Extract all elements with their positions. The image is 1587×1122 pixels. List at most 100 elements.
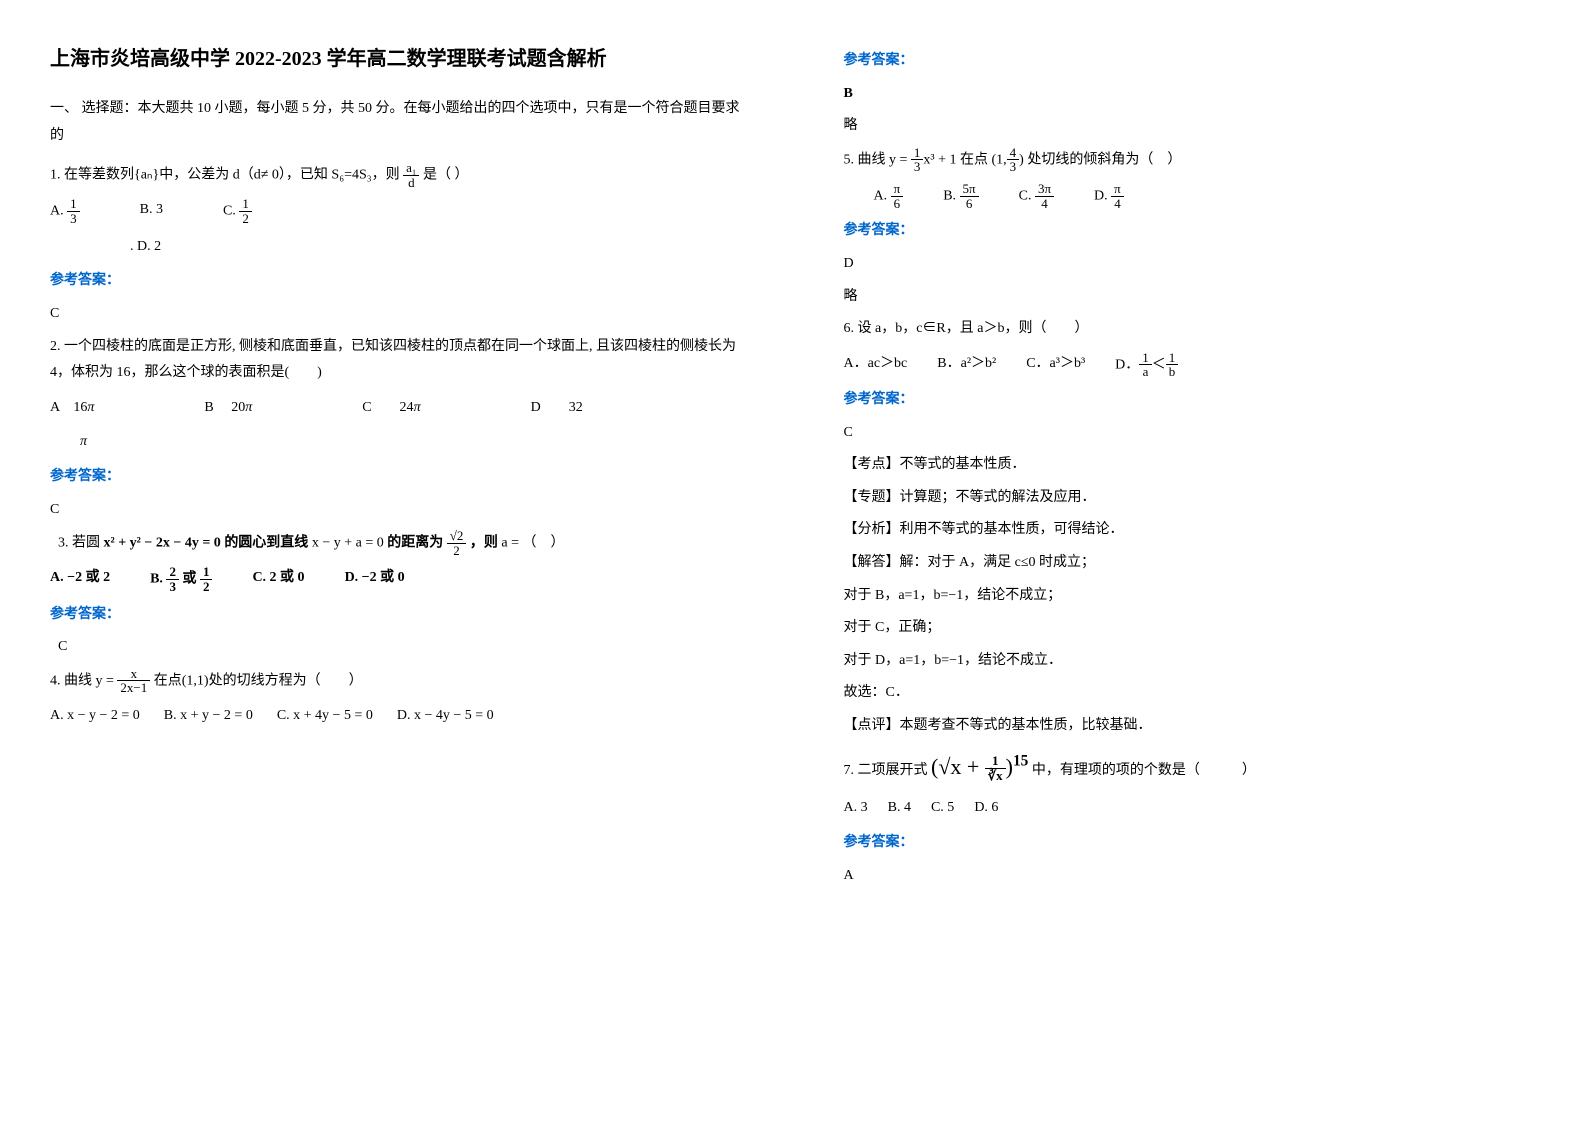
q2-opt-d: D 32 — [531, 395, 583, 422]
q7-opt-b: B. 4 — [888, 795, 911, 822]
q6-e1: 【考点】不等式的基本性质． — [844, 452, 1538, 479]
q1-opt-d: . D. 2 — [50, 234, 744, 261]
q1-a-label: A. — [50, 204, 64, 219]
q5-pta: (1, — [992, 152, 1007, 167]
q3-opt-a: A. −2 或 2 — [50, 565, 110, 593]
q1-text-c: 是（ ） — [423, 168, 469, 183]
q5-opt-d: D. π4 — [1094, 182, 1124, 210]
q3-b-mid: 或 — [182, 572, 196, 587]
q5-b: 在点 — [960, 152, 988, 167]
q4-ans: B — [844, 81, 1538, 108]
q1-stem: 1. 在等差数列{aₙ}中，公差为 d（d≠ 0），已知 S₆=4S₃，则 a₁… — [50, 161, 744, 189]
q2-options: A 16π B 20π C 24 π D 32 — [50, 395, 744, 422]
q6-d-lt: ＜ — [1152, 357, 1166, 372]
q5-stem: 5. 曲线 y = 13x³ + 1 在点 (1,43) 处切线的倾斜角为（ ） — [844, 146, 1538, 174]
q2-stem: 2. 一个四棱柱的底面是正方形, 侧棱和底面垂直，已知该四棱柱的顶点都在同一个球… — [50, 334, 744, 387]
q2-d-txt: D 32 — [531, 400, 583, 415]
q6-ans: C — [844, 420, 1538, 447]
q3-ans: C — [50, 634, 744, 661]
q3-opt-d: D. −2 或 0 — [345, 565, 405, 593]
q5-b-d: 6 — [960, 197, 979, 211]
q5-b-l: B. — [943, 188, 956, 203]
q2-b-txt: B 20 — [204, 400, 245, 415]
q1-ans: C — [50, 301, 744, 328]
q5-a: 5. 曲线 — [844, 152, 890, 167]
q7-f: 1∛x — [985, 754, 1006, 782]
q5-d-n: π — [1111, 182, 1124, 197]
q6-e2: 【专题】计算题；不等式的解法及应用． — [844, 485, 1538, 512]
q1-c-den: 2 — [239, 212, 252, 226]
q1-frac: a₁d — [403, 161, 419, 189]
q1-neq: ≠ 0 — [261, 168, 279, 183]
q4-b: 在点 — [154, 673, 182, 688]
q2-b-pi: π — [245, 400, 252, 415]
right-column: 参考答案： B 略 5. 曲线 y = 13x³ + 1 在点 (1,43) 处… — [794, 0, 1587, 1122]
q2-opt-a: A 16π — [50, 395, 94, 422]
q5-d-l: D. — [1094, 188, 1108, 203]
q2-d-pi-line: π — [50, 429, 744, 456]
q6-ans-label: 参考答案： — [844, 387, 1538, 414]
q6-opt-c: C．a³＞b³ — [1026, 351, 1085, 379]
q3-b-n2: 1 — [200, 565, 213, 580]
q3-frac: √22 — [447, 529, 467, 557]
q3-f-num: √2 — [447, 529, 467, 544]
q6-e4: 【解答】解：对于 A，满足 c≤0 时成立； — [844, 550, 1538, 577]
q1-options: A. 13 B. 3 C. 12 — [50, 197, 744, 225]
q5-fd: 3 — [911, 160, 924, 174]
q1-opt-a: A. 13 — [50, 197, 80, 225]
q7-a: 7. 二项展开式 — [844, 763, 928, 778]
q6-d-n2: 1 — [1166, 351, 1179, 366]
q7-b: 中，有理项的项的个数是（ ） — [1032, 763, 1256, 778]
q6-e6: 对于 C，正确； — [844, 615, 1538, 642]
q5-c: 处切线的倾斜角为（ ） — [1027, 152, 1181, 167]
q4-ans-label: 参考答案： — [844, 48, 1538, 75]
q6-stem: 6. 设 a，b，c∈R，且 a＞b，则（ ） — [844, 316, 1538, 343]
q4-f-top: x — [117, 667, 150, 682]
q5-c-d: 4 — [1035, 197, 1054, 211]
q6-e5: 对于 B，a=1，b=−1，结论不成立； — [844, 583, 1538, 610]
q4-stem: 4. 曲线 y = x2x−1 在点(1,1)处的切线方程为（ ） — [50, 667, 744, 695]
q5-ans-label: 参考答案： — [844, 218, 1538, 245]
q5-frac: 13 — [911, 146, 924, 174]
q6-e7: 对于 D，a=1，b=−1，结论不成立． — [844, 648, 1538, 675]
q2-ans: C — [50, 497, 744, 524]
q5-y: y = — [889, 152, 911, 167]
q1-opt-c: C. 12 — [223, 197, 252, 225]
q7-opt-c: C. 5 — [931, 795, 954, 822]
q6-e3: 【分析】利用不等式的基本性质，可得结论． — [844, 517, 1538, 544]
q6-d-f2: 1b — [1166, 351, 1179, 379]
q1-c-label: C. — [223, 204, 236, 219]
q7-fn: 1 — [985, 754, 1006, 769]
q5-opt-a: A. π6 — [874, 182, 904, 210]
q2-d-pi: π — [80, 434, 87, 449]
q3-a: 3. 若圆 — [58, 535, 100, 550]
q3-b-frac2: 12 — [200, 565, 213, 593]
q1-a-frac: 13 — [67, 197, 80, 225]
q4-c: 处的切线方程为（ ） — [209, 673, 363, 688]
q3-eq2: x − y + a = 0 — [312, 535, 384, 550]
q1-c-num: 1 — [239, 197, 252, 212]
q5-fn: 1 — [911, 146, 924, 161]
q1-a-num: 1 — [67, 197, 80, 212]
q2-c-txt: C 24 — [362, 400, 413, 415]
q5-d-d: 4 — [1111, 197, 1124, 211]
q4-frac: x2x−1 — [117, 667, 150, 695]
q4-opt-c: C. x + 4y − 5 = 0 — [277, 703, 373, 730]
q5-xc: x³ + 1 — [923, 152, 956, 167]
left-column: 上海市炎培高级中学 2022-2023 学年高二数学理联考试题含解析 一、 选择… — [0, 0, 794, 1122]
q5-opt-c: C. 3π4 — [1019, 182, 1054, 210]
q3-opt-c: C. 2 或 0 — [252, 565, 304, 593]
q2-opt-b: B 20π — [204, 395, 252, 422]
q5-c-l: C. — [1019, 188, 1032, 203]
q7-ans: A — [844, 863, 1538, 890]
q7-eb: ) — [1006, 754, 1013, 779]
q3-d: ，则 — [470, 535, 498, 550]
q4-pt: (1,1) — [182, 673, 209, 688]
q5-c-n: 3π — [1035, 182, 1054, 197]
section-1-intro: 一、 选择题：本大题共 10 小题，每小题 5 分，共 50 分。在每小题给出的… — [50, 96, 744, 149]
q3-opt-b: B. 23 或 12 — [150, 565, 212, 593]
q1-opt-b: B. 3 — [140, 197, 163, 225]
q7-opt-a: A. 3 — [844, 795, 868, 822]
q3-f-den: 2 — [447, 544, 467, 558]
q4-f-bot: 2x−1 — [117, 681, 150, 695]
